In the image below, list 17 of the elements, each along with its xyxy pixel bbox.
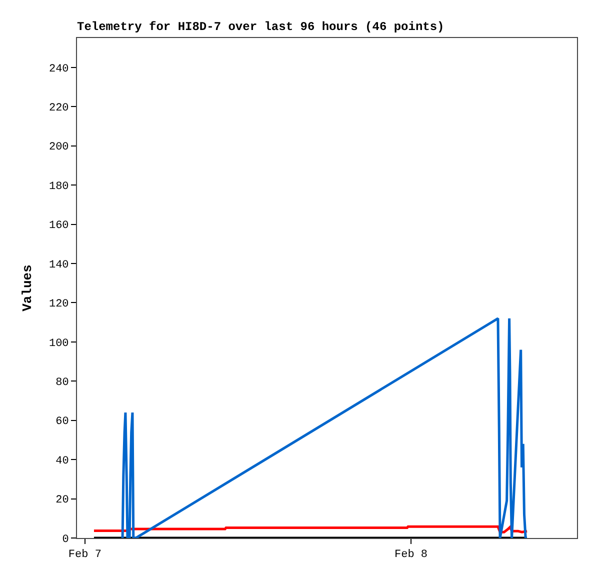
x-tick-label: Feb 7 — [68, 549, 102, 562]
y-tick-label: 60 — [56, 416, 69, 428]
y-tick-label: 140 — [48, 259, 69, 272]
y-tick-label: 120 — [48, 298, 69, 311]
y-tick-label: 20 — [56, 494, 69, 507]
y-tick-label: 240 — [48, 63, 69, 76]
y-axis-title: Values — [20, 264, 35, 312]
y-tick-label: 80 — [56, 376, 69, 389]
y-tick-label: 100 — [48, 338, 69, 350]
y-tick-label: 0 — [62, 534, 69, 546]
x-tick-label: Feb 8 — [394, 549, 428, 562]
y-tick-label: 200 — [48, 142, 69, 154]
y-tick-label: 180 — [48, 180, 69, 193]
y-tick-label: 160 — [48, 220, 69, 232]
y-tick-label: 220 — [48, 102, 69, 114]
chart-title: Telemetry for HI8D-7 over last 96 hours (46 points) — [77, 20, 444, 34]
y-tick-label: 40 — [56, 455, 69, 468]
